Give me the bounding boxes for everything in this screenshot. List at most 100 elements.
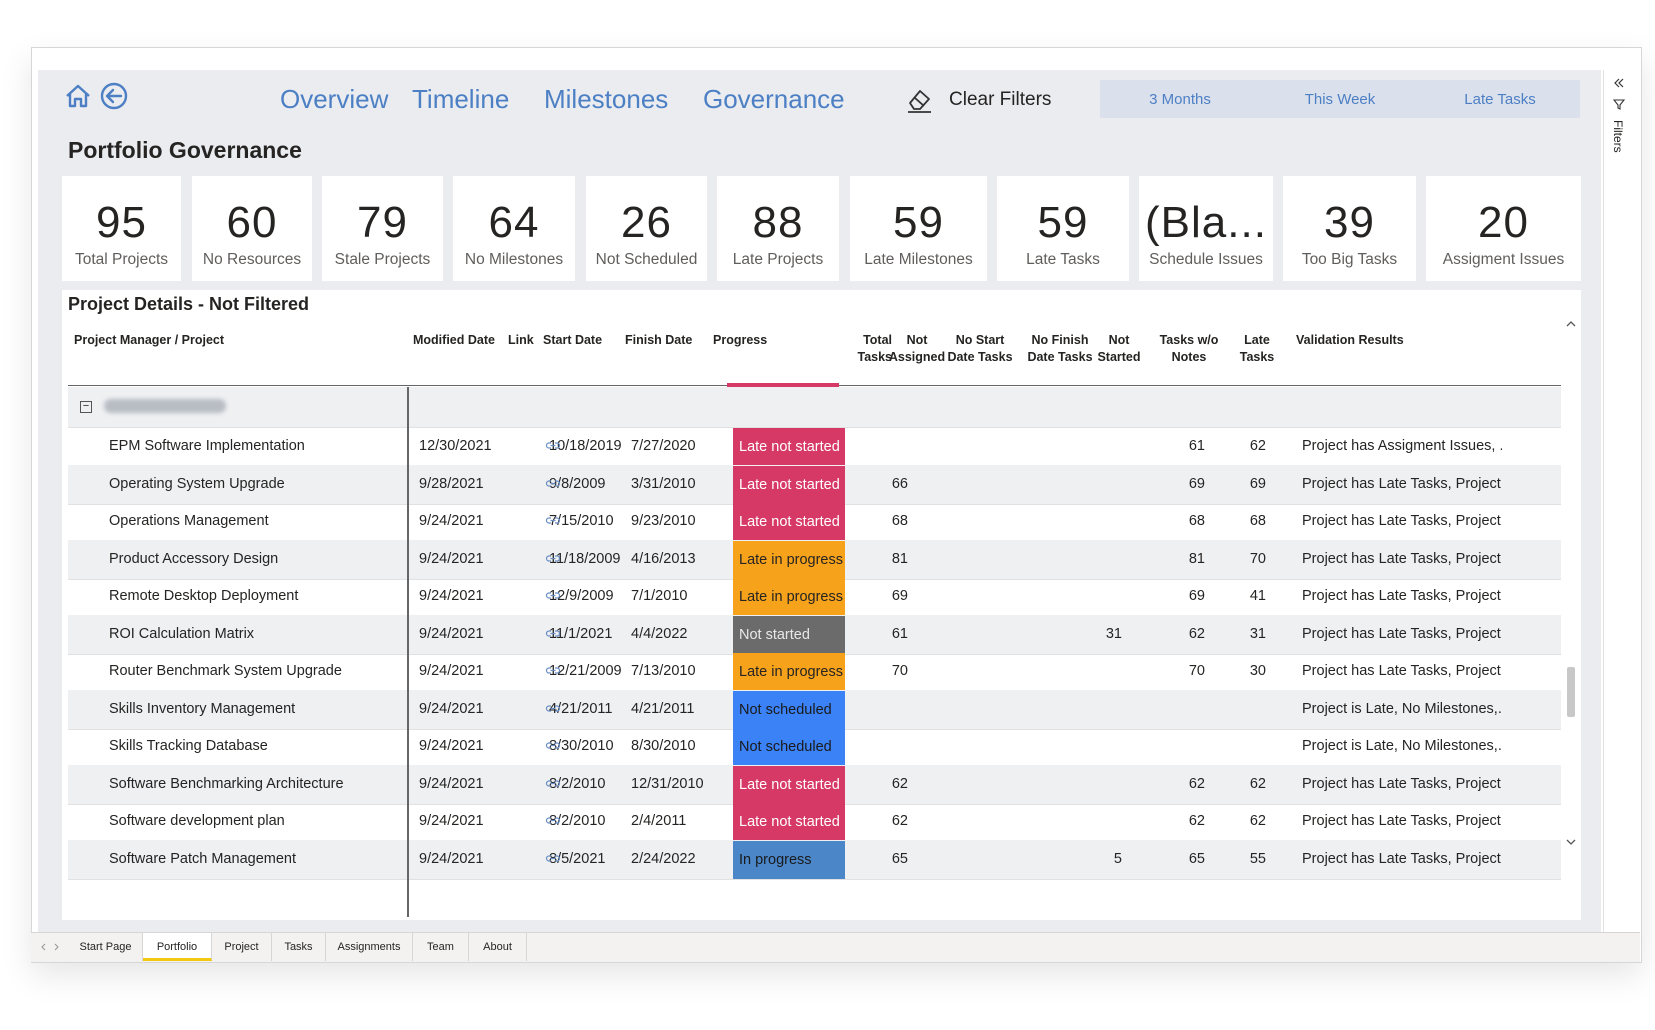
scroll-up-icon[interactable] <box>1565 318 1577 330</box>
tasks-wo-notes: 69 <box>1188 475 1205 492</box>
filters-pane[interactable]: Filters <box>1603 70 1634 932</box>
modified-date: 9/24/2021 <box>419 663 484 679</box>
tab-scroll-arrows-icon[interactable] <box>31 933 67 961</box>
tab-about[interactable]: About <box>469 933 527 961</box>
nav-milestones[interactable]: Milestones <box>544 84 669 114</box>
kpi-card[interactable]: 88 Late Projects <box>717 176 839 281</box>
progress-status: Late in progress <box>733 653 845 691</box>
kpi-label: Too Big Tasks <box>1301 251 1398 268</box>
col-header-finish[interactable]: Finish Date <box>625 333 693 347</box>
start-date: 11/18/2009 <box>549 550 621 567</box>
collapse-icon[interactable]: − <box>80 401 92 413</box>
finish-date: 12/31/2010 <box>631 775 704 792</box>
link-icon[interactable] <box>545 851 561 865</box>
period-this-week[interactable]: This Week <box>1304 90 1376 108</box>
link-icon[interactable] <box>545 776 561 790</box>
kpi-card[interactable]: 39 Too Big Tasks <box>1283 176 1416 281</box>
table-row[interactable]: Software Patch Management 9/24/2021 8/5/20… <box>68 839 1561 880</box>
tasks-wo-notes <box>1165 727 1205 766</box>
kpi-card[interactable]: 95 Total Projects <box>62 176 181 281</box>
kpi-card[interactable]: 60 No Resources <box>192 176 312 281</box>
col-header-project[interactable]: Project Manager / Project <box>74 333 225 347</box>
link-icon[interactable] <box>545 588 561 602</box>
link-icon[interactable] <box>545 626 561 640</box>
col-header-validation[interactable]: Validation Results <box>1296 333 1404 347</box>
scroll-thumb[interactable] <box>1567 667 1575 717</box>
kpi-label: Assigment Issues <box>1442 251 1565 268</box>
start-date: 8/30/2010 <box>549 738 614 754</box>
not-assigned: 65 <box>891 850 908 867</box>
collapse-pane-icon[interactable] <box>1612 76 1626 90</box>
kpi-card[interactable]: 79 Stale Projects <box>322 176 443 281</box>
group-row-manager[interactable]: − <box>68 387 1561 428</box>
tab-project[interactable]: Project <box>212 933 272 961</box>
nav-governance[interactable]: Governance <box>703 84 845 114</box>
tab-portfolio[interactable]: Portfolio <box>143 933 212 961</box>
table-row[interactable]: Product Accessory Design 9/24/2021 11/18/2… <box>68 539 1561 580</box>
back-icon[interactable] <box>98 80 130 112</box>
progress-status: Late in progress <box>733 540 845 579</box>
home-icon[interactable] <box>62 80 94 112</box>
col-header-not-assigned[interactable]: Not Assigned <box>888 333 946 364</box>
start-date: 8/2/2010 <box>549 775 606 792</box>
table-row[interactable]: EPM Software Implementation 12/30/2021 10/… <box>68 427 1561 467</box>
table-row[interactable]: Remote Desktop Deployment 9/24/2021 12/9/2… <box>68 577 1561 617</box>
kpi-label: Stale Projects <box>334 251 431 268</box>
table-row[interactable]: Router Benchmark System Upgrade 9/24/2021… <box>68 652 1561 692</box>
table-title: Project Details - Not Filtered <box>68 294 310 314</box>
tab-start-page[interactable]: Start Page <box>69 933 143 961</box>
not-assigned <box>868 727 908 766</box>
table-row[interactable]: Software Benchmarking Architecture 9/24/2… <box>68 764 1561 805</box>
tasks-wo-notes: 62 <box>1188 813 1205 829</box>
kpi-card[interactable]: 26 Not Scheduled <box>586 176 707 281</box>
filter-icon <box>1613 99 1625 110</box>
table-row[interactable]: ROI Calculation Matrix 9/24/2021 11/1/2021… <box>68 614 1561 655</box>
tab-tasks[interactable]: Tasks <box>272 933 326 961</box>
tab-assignments[interactable]: Assignments <box>326 933 413 961</box>
col-header-progress[interactable]: Progress <box>713 333 768 347</box>
table-row[interactable]: Skills Inventory Management 9/24/2021 4/21… <box>68 689 1561 730</box>
nav-overview[interactable]: Overview <box>280 84 389 114</box>
link-icon[interactable] <box>545 513 561 527</box>
late-tasks: 62 <box>1249 775 1266 792</box>
table-scrollbar[interactable] <box>1565 318 1577 898</box>
col-header-not-started[interactable]: Not Started <box>1097 333 1141 364</box>
table-row[interactable]: Operations Management 9/24/2021 7/15/2010 9… <box>68 502 1561 542</box>
period-3-months[interactable]: 3 Months <box>1149 90 1211 108</box>
clear-filters-button[interactable]: Clear Filters <box>905 82 1065 118</box>
table-row[interactable]: Software development plan 9/24/2021 8/2/20… <box>68 802 1561 842</box>
project-name: Product Accessory Design <box>109 550 279 567</box>
project-name: Skills Tracking Database <box>109 738 268 754</box>
kpi-card[interactable]: 20 Assigment Issues <box>1426 176 1581 281</box>
link-icon[interactable] <box>545 663 561 677</box>
kpi-card[interactable]: 59 Late Milestones <box>850 176 987 281</box>
modified-date: 9/24/2021 <box>419 625 484 642</box>
kpi-card[interactable]: (Bla... Schedule Issues <box>1139 176 1273 281</box>
kpi-card[interactable]: 64 No Milestones <box>453 176 575 281</box>
link-icon[interactable] <box>545 813 561 827</box>
nav-timeline[interactable]: Timeline <box>412 84 510 114</box>
period-late-tasks[interactable]: Late Tasks <box>1464 90 1536 108</box>
kpi-card[interactable]: 59 Late Tasks <box>997 176 1129 281</box>
kpi-label: Not Scheduled <box>595 251 698 268</box>
modified-date: 9/24/2021 <box>419 550 484 567</box>
table-row[interactable]: Operating System Upgrade 9/28/2021 9/8/200… <box>68 464 1561 505</box>
tab-team[interactable]: Team <box>413 933 469 961</box>
link-icon[interactable] <box>545 476 561 490</box>
link-icon[interactable] <box>545 701 561 715</box>
progress-status: Late in progress <box>733 578 845 616</box>
col-header-no-finish[interactable]: No Finish Date Tasks <box>1027 333 1093 364</box>
table-row[interactable]: Skills Tracking Database 9/24/2021 8/30/20… <box>68 727 1561 767</box>
col-header-no-start[interactable]: No Start Date Tasks <box>947 333 1013 364</box>
col-header-start[interactable]: Start Date <box>543 333 603 347</box>
col-header-link[interactable]: Link <box>508 333 534 347</box>
link-icon[interactable] <box>545 438 561 452</box>
scroll-down-icon[interactable] <box>1565 836 1577 848</box>
link-icon[interactable] <box>545 738 561 752</box>
col-header-tasks-wo-notes[interactable]: Tasks w/o Notes <box>1159 333 1219 364</box>
col-header-total-tasks[interactable]: Total Tasks <box>857 333 892 364</box>
link-icon[interactable] <box>545 551 561 565</box>
col-header-modified[interactable]: Modified Date <box>413 333 495 347</box>
col-header-late-tasks[interactable]: Late Tasks <box>1239 333 1275 364</box>
not-assigned <box>868 690 908 729</box>
